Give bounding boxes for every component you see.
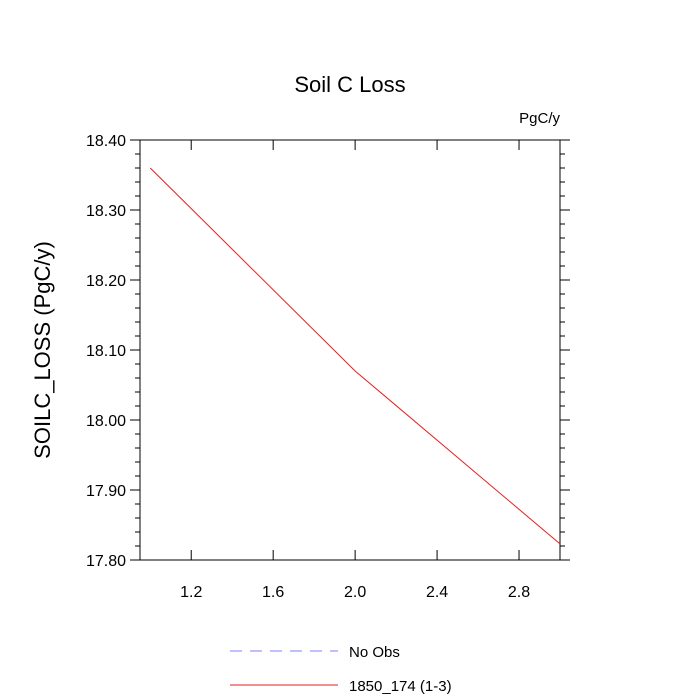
y-tick-label: 18.00 (86, 413, 126, 430)
y-tick-label: 18.10 (86, 343, 126, 360)
data-series (149, 167, 561, 545)
y-tick-label: 17.90 (86, 483, 126, 500)
x-tick-label: 2.0 (344, 584, 366, 601)
axis-ticks (130, 139, 570, 561)
axis-tick-labels: 1.2 1.6 2.0 2.4 2.8 17.80 17.90 18.00 18.10 18.20… (86, 133, 530, 601)
legend: No Obs 1850_174 (1-3) (230, 644, 452, 695)
y-tick-label: 18.40 (86, 133, 126, 150)
legend-label: No Obs (349, 644, 400, 661)
y-axis-label: SOILC_LOSS (PgC/y) (30, 241, 55, 459)
units-label: PgC/y (519, 110, 560, 127)
y-tick-label: 17.80 (86, 553, 126, 570)
series-line (149, 167, 561, 545)
x-tick-label: 1.6 (262, 584, 284, 601)
x-tick-label: 1.2 (180, 584, 202, 601)
y-tick-label: 18.20 (86, 273, 126, 290)
x-tick-label: 2.4 (426, 584, 448, 601)
plot-frame (139, 139, 561, 561)
legend-label: 1850_174 (1-3) (349, 678, 452, 695)
chart-title: Soil C Loss (294, 72, 405, 97)
y-tick-label: 18.30 (86, 203, 126, 220)
x-tick-label: 2.8 (508, 584, 530, 601)
